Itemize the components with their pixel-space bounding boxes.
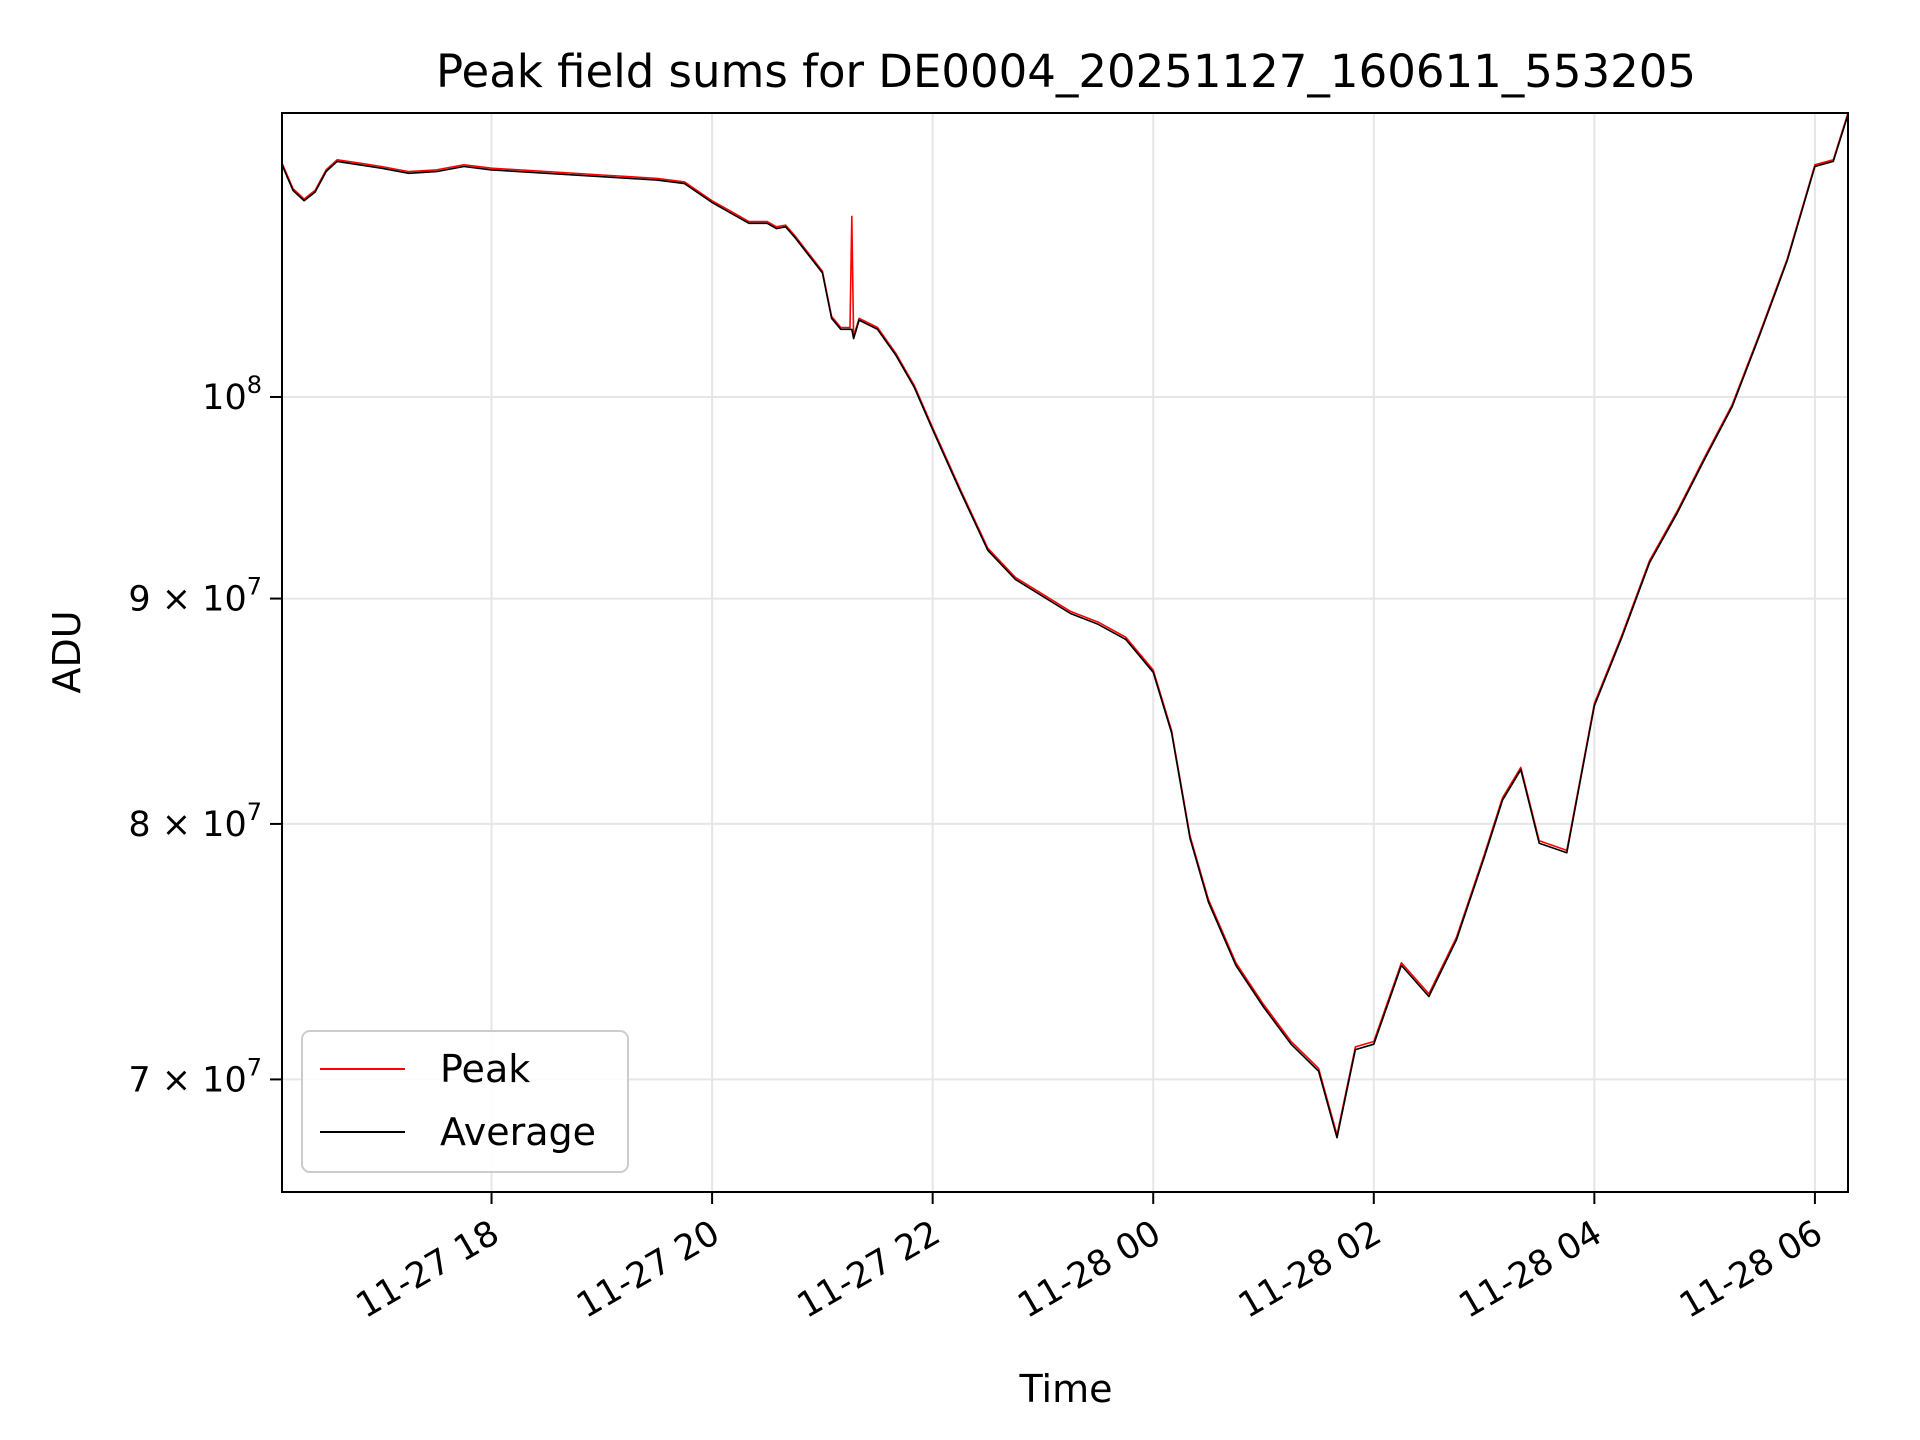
y-tick-label: 7 × 107 (128, 1053, 262, 1100)
series-layer (281, 112, 1849, 1139)
y-tick-exponent: 7 (247, 1053, 262, 1081)
y-tick-exponent: 7 (247, 798, 262, 826)
series-line-peak (281, 112, 1849, 1136)
y-axis-label: ADU (45, 610, 89, 693)
legend-box (301, 1030, 629, 1173)
grid (282, 113, 1848, 1192)
y-tick-exponent: 7 (247, 573, 262, 601)
y-tick-label: 9 × 107 (128, 573, 262, 620)
legend: Peak Average (301, 1030, 629, 1173)
x-axis-label: Time (1019, 1367, 1113, 1411)
y-tick-exponent: 8 (247, 371, 262, 399)
legend-average-label: Average (440, 1110, 596, 1154)
y-tick-base: 9 × 10 (128, 580, 246, 620)
y-tick-base: 7 × 10 (128, 1060, 246, 1100)
chart-title: Peak field sums for DE0004_20251127_1606… (436, 45, 1696, 98)
y-tick-base: 8 × 10 (128, 805, 246, 845)
plot-frame (281, 112, 1849, 1193)
legend-peak-label: Peak (440, 1047, 530, 1091)
series-line-average (281, 114, 1849, 1139)
y-tick-base: 10 (202, 378, 247, 418)
y-tick-label: 108 (202, 371, 262, 418)
y-tick-label: 8 × 107 (128, 798, 262, 845)
